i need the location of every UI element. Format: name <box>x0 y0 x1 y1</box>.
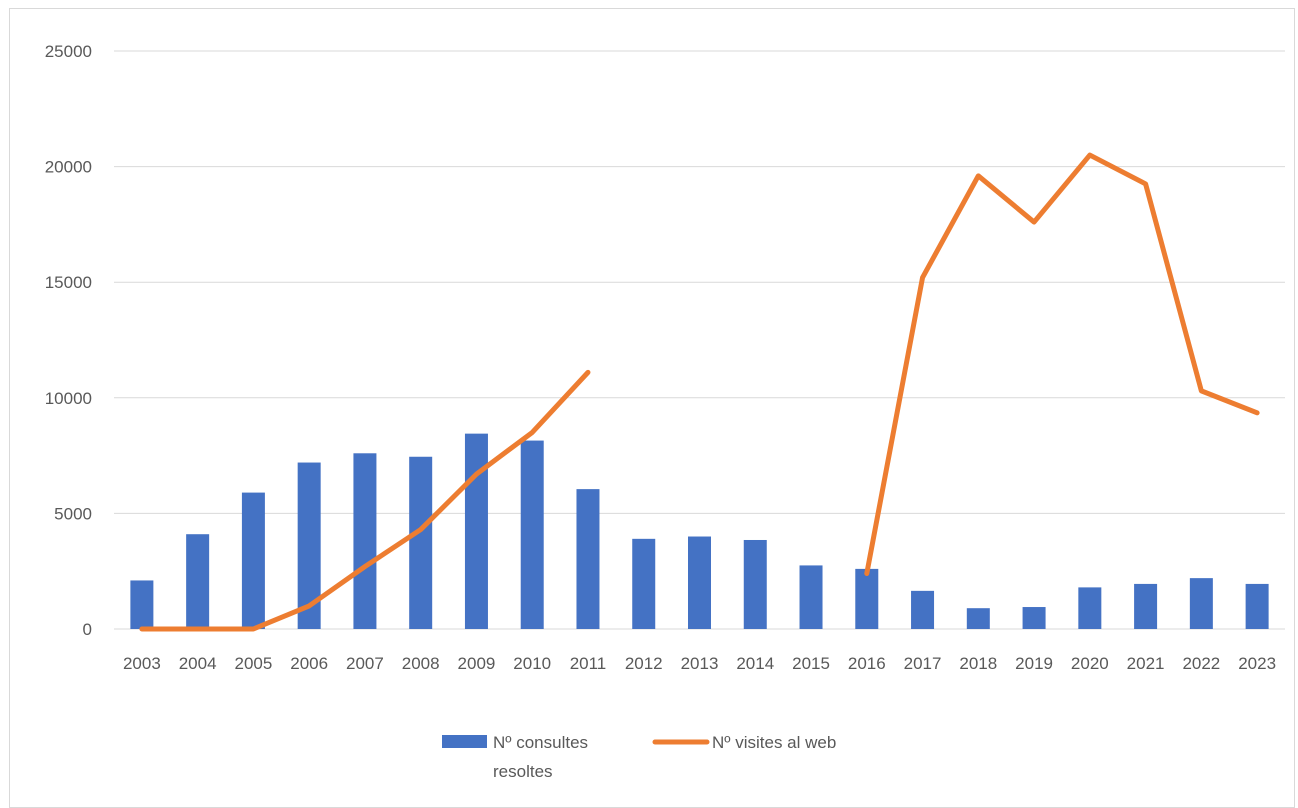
legend-swatch-bar <box>442 735 487 748</box>
bar-consultes <box>911 590 935 629</box>
x-tick-label: 2014 <box>736 654 774 673</box>
y-tick-label: 10000 <box>45 389 92 408</box>
legend-label-line: Nº visites al web <box>712 733 836 752</box>
bar-consultes <box>855 568 879 629</box>
x-tick-label: 2013 <box>681 654 719 673</box>
x-tick-label: 2009 <box>458 654 496 673</box>
legend-label-bar-line2: resoltes <box>493 762 553 781</box>
bar-consultes <box>464 433 488 629</box>
x-tick-label: 2006 <box>290 654 328 673</box>
x-tick-label: 2010 <box>513 654 551 673</box>
x-tick-label: 2008 <box>402 654 440 673</box>
bar-consultes <box>297 462 321 629</box>
x-tick-label: 2017 <box>904 654 942 673</box>
y-tick-label: 15000 <box>45 273 92 292</box>
x-tick-label: 2004 <box>179 654 217 673</box>
bar-consultes <box>130 580 154 629</box>
y-tick-label: 25000 <box>45 42 92 61</box>
x-tick-label: 2016 <box>848 654 886 673</box>
x-tick-label: 2012 <box>625 654 663 673</box>
legend-label-bar-line1: Nº consultes <box>493 733 588 752</box>
x-axis-tick-labels: 2003 2004 2005 2006 2007 2008 2009 2010 2011 2012… <box>123 654 1276 673</box>
y-tick-label: 5000 <box>54 504 92 523</box>
y-tick-label: 0 <box>83 620 92 639</box>
x-tick-label: 2011 <box>570 654 607 673</box>
bar-consultes <box>743 539 767 629</box>
bar-consultes <box>632 538 656 629</box>
bar-consultes <box>353 453 377 629</box>
bar-consultes <box>966 608 990 629</box>
bar-consultes <box>688 536 711 629</box>
bar-consultes <box>1245 583 1269 629</box>
chart-frame <box>9 8 1295 808</box>
x-tick-label: 2023 <box>1238 654 1276 673</box>
x-tick-label: 2021 <box>1127 654 1165 673</box>
x-tick-label: 2020 <box>1071 654 1109 673</box>
line-segment-visites <box>139 369 591 632</box>
bar-consultes <box>1022 607 1046 629</box>
x-tick-label: 2019 <box>1015 654 1053 673</box>
x-tick-label: 2003 <box>123 654 161 673</box>
bar-consultes <box>186 534 210 629</box>
bar-consultes <box>1078 587 1102 629</box>
x-tick-label: 2015 <box>792 654 830 673</box>
x-tick-label: 2018 <box>959 654 997 673</box>
bar-consultes <box>1134 583 1158 629</box>
y-tick-label: 20000 <box>45 158 92 177</box>
y-axis-tick-labels: 0 5000 10000 15000 20000 25000 <box>45 42 92 639</box>
legend: Nº consultes resoltes Nº visites al web <box>442 733 836 781</box>
bar-consultes <box>241 492 265 629</box>
bar-consultes <box>576 489 600 629</box>
x-tick-label: 2007 <box>346 654 384 673</box>
bar-consultes <box>409 456 433 629</box>
x-tick-label: 2022 <box>1182 654 1220 673</box>
bar-consultes <box>1189 578 1213 629</box>
bar-series-consultes <box>130 433 1269 629</box>
line-series-visites <box>139 152 1260 632</box>
x-tick-label: 2005 <box>234 654 272 673</box>
line-segment-visites <box>864 152 1260 577</box>
bar-consultes <box>520 440 544 629</box>
bar-consultes <box>799 565 823 629</box>
